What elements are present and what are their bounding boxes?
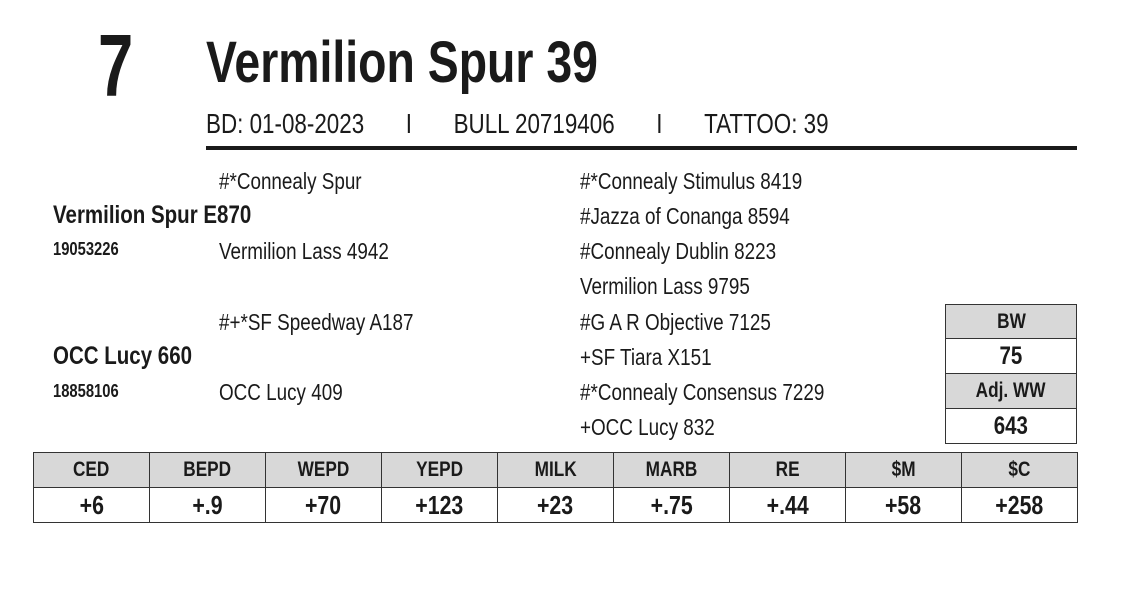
epd-value-cell: +.44 (729, 487, 846, 523)
epd-header-cell: MILK (497, 452, 614, 488)
animal-meta: BD: 01-08-2023 I BULL 20719406 I TATTOO: 39 (206, 108, 829, 140)
bw-value-cell: 75 (945, 338, 1077, 374)
bw-value: 75 (999, 341, 1023, 370)
epd-header-cell: RE (729, 452, 846, 488)
meta-separator: I (405, 108, 412, 139)
epd-header-cell: YEPD (381, 452, 498, 488)
registration-number: BULL 20719406 (453, 108, 615, 139)
epd-value-cell: +258 (961, 487, 1078, 523)
epd-value-cell: +70 (265, 487, 382, 523)
epd-header-cell: $C (961, 452, 1078, 488)
adj-ww-label: Adj. WW (976, 379, 1046, 402)
sire-dam: Vermilion Lass 4942 (219, 238, 389, 264)
dam-name: OCC Lucy 660 (53, 342, 193, 370)
epd-value-row: +6 +.9 +70 +123 +23 +.75 +.44 +58 +258 (33, 487, 1078, 523)
gen3-ancestor: #*Connealy Consensus 7229 (580, 379, 825, 405)
epd-value-cell: +.9 (149, 487, 266, 523)
gen3-ancestor: +SF Tiara X151 (580, 344, 712, 370)
dam-sire: #+*SF Speedway A187 (219, 309, 414, 335)
epd-value-cell: +23 (497, 487, 614, 523)
epd-header-cell: BEPD (149, 452, 266, 488)
header-divider (206, 146, 1077, 150)
sire-registration: 19053226 (53, 239, 119, 259)
epd-header-cell: WEPD (265, 452, 382, 488)
gen3-ancestor: +OCC Lucy 832 (580, 414, 715, 440)
epd-value-cell: +58 (845, 487, 962, 523)
adj-ww-value-cell: 643 (945, 408, 1077, 444)
lot-number: 7 (98, 16, 133, 115)
dam-registration: 18858106 (53, 381, 119, 401)
gen3-ancestor: #G A R Objective 7125 (580, 309, 771, 335)
gen3-ancestor: #Connealy Dublin 8223 (580, 238, 777, 264)
epd-table: CED BEPD WEPD YEPD MILK MARB RE $M $C +6… (33, 452, 1078, 523)
bw-label-cell: BW (945, 304, 1077, 339)
epd-header-cell: MARB (613, 452, 730, 488)
epd-value-cell: +6 (33, 487, 150, 523)
sire-name: Vermilion Spur E870 (53, 201, 252, 229)
animal-name: Vermilion Spur 39 (206, 30, 598, 95)
bw-label: BW (996, 309, 1026, 333)
gen3-ancestor: #Jazza of Conanga 8594 (580, 203, 790, 229)
sire-sire: #*Connealy Spur (219, 168, 362, 194)
gen3-ancestor: Vermilion Lass 9795 (580, 273, 750, 299)
epd-header-cell: $M (845, 452, 962, 488)
adj-ww-label-cell: Adj. WW (945, 373, 1077, 409)
dam-dam: OCC Lucy 409 (219, 379, 343, 405)
meta-separator: I (656, 108, 663, 139)
epd-value-cell: +.75 (613, 487, 730, 523)
tattoo: TATTOO: 39 (704, 108, 829, 139)
epd-header-cell: CED (33, 452, 150, 488)
gen3-ancestor: #*Connealy Stimulus 8419 (580, 168, 803, 194)
birth-date: BD: 01-08-2023 (206, 108, 365, 139)
epd-value-cell: +123 (381, 487, 498, 523)
epd-header-row: CED BEPD WEPD YEPD MILK MARB RE $M $C (33, 452, 1078, 488)
adj-ww-value: 643 (993, 411, 1029, 440)
